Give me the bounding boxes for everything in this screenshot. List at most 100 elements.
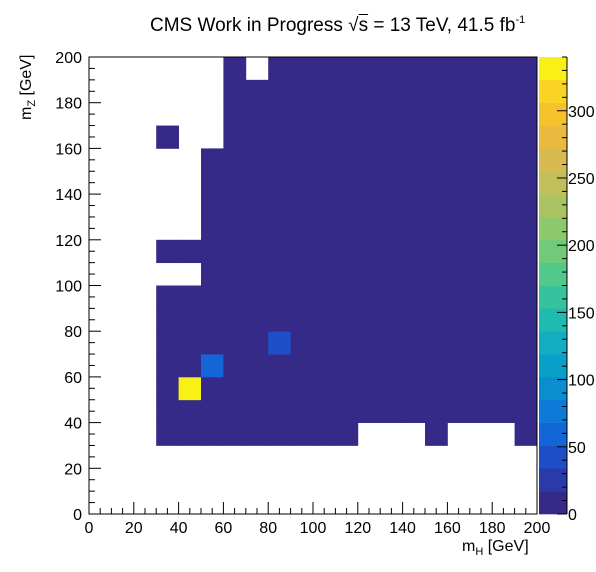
heatmap-cell bbox=[313, 148, 336, 172]
heatmap-cell bbox=[357, 125, 381, 149]
heatmap-cell bbox=[290, 331, 314, 355]
heatmap-cell bbox=[469, 148, 493, 172]
heatmap-cell bbox=[425, 354, 448, 378]
heatmap-cell bbox=[245, 308, 269, 332]
x-tick-label: 200 bbox=[524, 520, 551, 537]
heatmap-cell bbox=[492, 194, 515, 218]
heatmap-cell bbox=[313, 308, 336, 332]
heatmap-cell bbox=[201, 285, 224, 309]
x-label-sub: H bbox=[475, 546, 484, 558]
heatmap-cell bbox=[290, 125, 314, 149]
heatmap-cell bbox=[335, 308, 359, 332]
heatmap-cell bbox=[201, 331, 224, 355]
heatmap-cell bbox=[156, 399, 179, 423]
heatmap-cell bbox=[313, 239, 336, 264]
heatmap-cell bbox=[223, 216, 247, 241]
heatmap-cell bbox=[268, 331, 291, 355]
heatmap-cell bbox=[178, 308, 202, 332]
heatmap-cell bbox=[156, 125, 179, 149]
heatmap-cell bbox=[201, 171, 224, 195]
heatmap-cell bbox=[357, 262, 381, 286]
heatmap-cell bbox=[223, 376, 247, 401]
heatmap-cell bbox=[514, 399, 538, 423]
color-scale-swatch bbox=[539, 285, 567, 309]
x-tick-label: 0 bbox=[85, 520, 94, 537]
heatmap-cell bbox=[335, 422, 359, 446]
heatmap-cell bbox=[223, 262, 247, 286]
heatmap-cell bbox=[492, 216, 515, 241]
x-tick-label: 40 bbox=[170, 520, 188, 537]
heatmap-cell bbox=[178, 354, 202, 378]
heatmap-cell bbox=[402, 194, 426, 218]
y-label-main: m bbox=[18, 106, 35, 120]
heatmap-cell bbox=[335, 376, 359, 401]
y-tick-label: 180 bbox=[55, 96, 82, 113]
heatmap-cell bbox=[447, 79, 471, 104]
heatmap-cell bbox=[492, 171, 515, 195]
heatmap-cell bbox=[425, 216, 448, 241]
heatmap-cell bbox=[469, 125, 493, 149]
heatmap-cell bbox=[492, 285, 515, 309]
y-tick-label: 80 bbox=[64, 324, 82, 341]
heatmap-cell bbox=[335, 216, 359, 241]
heatmap-cell bbox=[492, 354, 515, 378]
color-scale-swatch bbox=[539, 376, 567, 401]
color-scale-swatch bbox=[539, 399, 567, 423]
heatmap-cell bbox=[492, 102, 515, 126]
color-scale-swatch bbox=[539, 148, 567, 172]
y-tick-label: 140 bbox=[55, 187, 82, 204]
y-tick-label: 40 bbox=[64, 416, 82, 433]
heatmap-cell bbox=[290, 399, 314, 423]
heatmap-cell bbox=[290, 216, 314, 241]
heatmap-cell bbox=[313, 57, 336, 81]
heatmap-cell bbox=[514, 285, 538, 309]
heatmap-cell bbox=[492, 308, 515, 332]
heatmap-cell bbox=[178, 422, 202, 446]
heatmap-cell bbox=[156, 285, 179, 309]
heatmap-cell bbox=[245, 216, 269, 241]
heatmap-cell bbox=[313, 171, 336, 195]
heatmap-cell bbox=[447, 285, 471, 309]
heatmap-cell bbox=[514, 79, 538, 104]
heatmap-cell bbox=[514, 308, 538, 332]
heatmap-cell bbox=[514, 239, 538, 264]
color-scale-swatch bbox=[539, 239, 567, 263]
heatmap-cell bbox=[268, 354, 291, 378]
heatmap-cell bbox=[290, 57, 314, 81]
heatmap-cell bbox=[402, 79, 426, 104]
heatmap-cell bbox=[313, 79, 336, 104]
heatmap-cell bbox=[357, 102, 381, 126]
z-tick-label: 100 bbox=[568, 373, 595, 390]
heatmap-cell bbox=[425, 194, 448, 218]
heatmap-cell bbox=[447, 262, 471, 286]
heatmap-cell bbox=[290, 239, 314, 264]
heatmap-cell bbox=[492, 331, 515, 355]
heatmap-cell bbox=[402, 399, 426, 423]
heatmap-cell bbox=[245, 285, 269, 309]
heatmap-cell bbox=[492, 376, 515, 401]
heatmap-cell bbox=[201, 422, 224, 446]
heatmap-cell bbox=[313, 285, 336, 309]
heatmap-cell bbox=[201, 216, 224, 241]
heatmap-cell bbox=[268, 239, 291, 264]
heatmap-cell bbox=[447, 171, 471, 195]
heatmap-cell bbox=[402, 148, 426, 172]
color-scale-swatch bbox=[539, 491, 567, 515]
heatmap-cell bbox=[290, 148, 314, 172]
heatmap-cell bbox=[357, 376, 381, 401]
color-scale-swatch bbox=[539, 125, 567, 149]
heatmap-cell bbox=[268, 262, 291, 286]
heatmap-cell bbox=[268, 171, 291, 195]
heatmap-cell bbox=[447, 239, 471, 264]
heatmap-cell bbox=[201, 354, 224, 378]
heatmap-cell bbox=[201, 262, 224, 286]
heatmap-cell bbox=[156, 239, 179, 264]
heatmap-cell bbox=[223, 171, 247, 195]
heatmap-cell bbox=[223, 331, 247, 355]
heatmap-cell bbox=[245, 376, 269, 401]
heatmap-cell bbox=[268, 148, 291, 172]
heatmap-cell bbox=[313, 194, 336, 218]
heatmap-cell bbox=[425, 376, 448, 401]
heatmap-cell bbox=[380, 376, 403, 401]
